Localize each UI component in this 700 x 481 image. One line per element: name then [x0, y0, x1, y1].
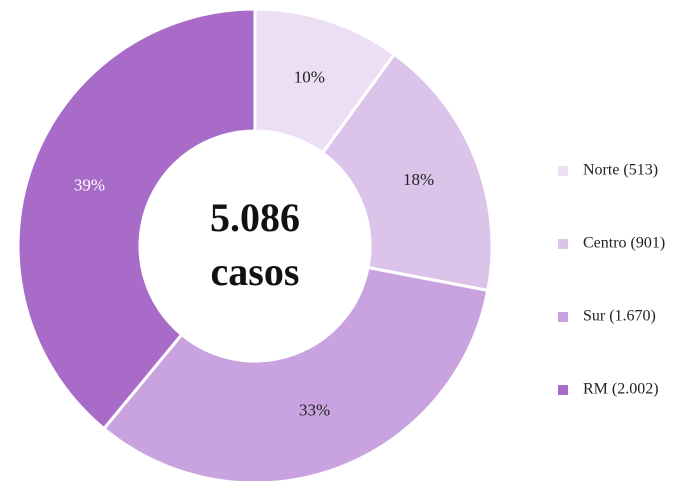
- slice: [101, 265, 490, 481]
- data-label: 10%: [294, 68, 325, 87]
- data-label: 18%: [403, 170, 434, 189]
- legend-swatch: [558, 239, 568, 249]
- legend-label: Norte (513): [583, 162, 658, 179]
- legend-swatch: [558, 312, 568, 322]
- legend-label: RM (2.002): [583, 381, 659, 398]
- center-number: 5.086: [210, 195, 300, 240]
- legend-label: Sur (1.670): [583, 308, 656, 325]
- legend-label: Centro (901): [583, 235, 665, 252]
- legend-swatch: [558, 166, 568, 176]
- slice: [16, 7, 257, 431]
- center-caption: casos: [211, 249, 300, 294]
- slice: [320, 52, 494, 293]
- data-label: 39%: [74, 175, 105, 194]
- legend-swatch: [558, 385, 568, 395]
- data-label: 33%: [299, 401, 330, 420]
